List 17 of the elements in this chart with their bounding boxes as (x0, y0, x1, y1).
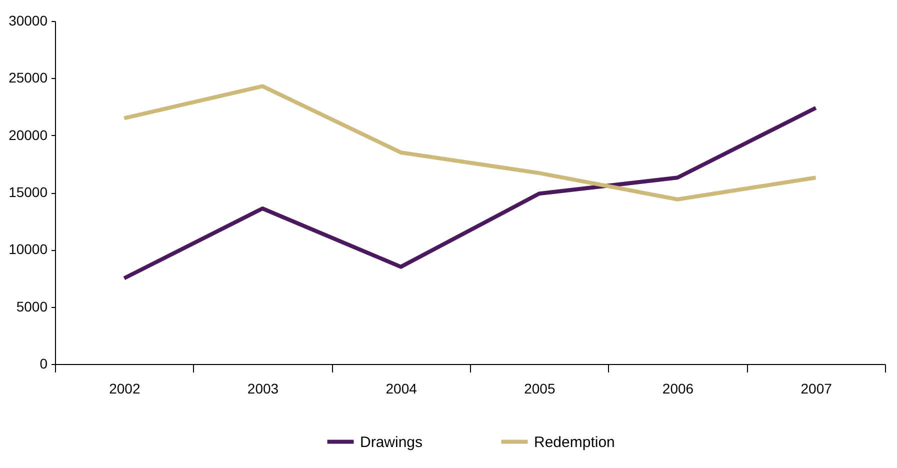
line-series (122, 84, 818, 202)
y-tick-label: 20000 (8, 126, 48, 143)
y-tick-label: 5000 (16, 298, 48, 314)
legend-label: Redemption (534, 434, 615, 451)
x-tick-label: 2003 (247, 380, 279, 396)
legend-label: Drawings (360, 434, 423, 451)
y-tick-label: 10000 (8, 241, 48, 258)
x-tick-label: 2007 (800, 380, 832, 396)
line-series (122, 106, 818, 280)
y-tick-label: 25000 (8, 70, 48, 86)
y-tick-label: 30000 (8, 12, 48, 28)
x-tick-label: 2004 (386, 380, 418, 396)
y-tick-label: 0 (40, 356, 48, 372)
x-tick-label: 2002 (109, 380, 140, 396)
y-tick-label: 15000 (8, 184, 48, 200)
x-tick-label: 2005 (524, 380, 556, 396)
x-tick-label: 2006 (662, 380, 694, 396)
